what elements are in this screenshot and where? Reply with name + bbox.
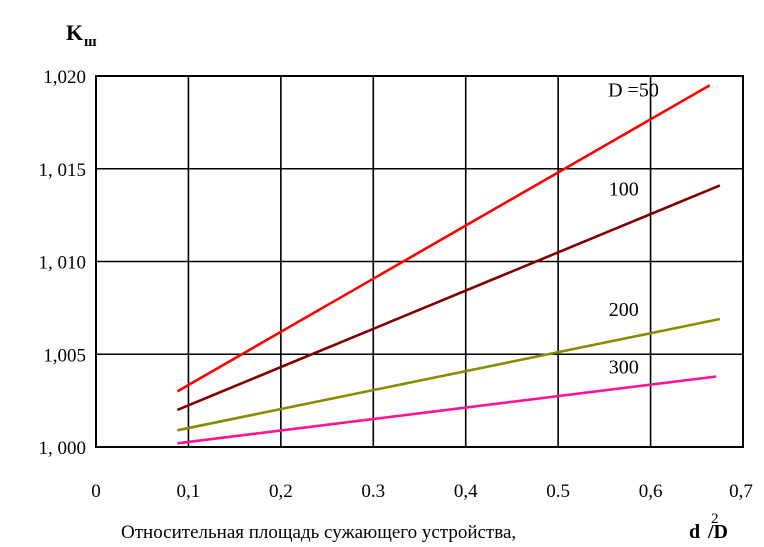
y-axis-label-sub: ш bbox=[84, 34, 97, 50]
y-tick-label: 1,005 bbox=[43, 345, 86, 366]
y-tick-label: 1, 010 bbox=[39, 253, 87, 274]
series-label: D =50 bbox=[608, 79, 659, 101]
x-tick-label: 0 bbox=[91, 481, 101, 502]
y-axis-label-main: K bbox=[66, 20, 83, 45]
plot-frame bbox=[95, 75, 744, 448]
series-line bbox=[176, 84, 711, 393]
x-axis-label-text: Относительная площадь сужающего устройст… bbox=[121, 522, 516, 543]
series-label: 100 bbox=[609, 178, 639, 200]
x-tick-label: 0,1 bbox=[177, 481, 201, 502]
x-tick-labels: 0 0,1 0,2 0.3 0,4 0.5 0,6 0,7 bbox=[91, 481, 753, 502]
x-tick-label: 0,2 bbox=[269, 481, 293, 502]
x-tick-label: 0,7 bbox=[729, 481, 753, 502]
y-axis-title: K ш bbox=[66, 20, 97, 50]
grid bbox=[96, 76, 743, 447]
x-axis-label-var: d bbox=[689, 521, 700, 543]
series-labels: D =50 100 200 300 bbox=[608, 79, 659, 378]
series-line bbox=[176, 184, 721, 412]
series-label: 300 bbox=[609, 357, 639, 379]
y-tick-label: 1, 000 bbox=[39, 438, 87, 459]
y-tick-labels: 1, 000 1,005 1, 010 1, 015 1,020 bbox=[39, 67, 87, 459]
series-lines bbox=[176, 84, 721, 445]
x-axis-label-sup: 2 bbox=[711, 511, 719, 527]
series-line bbox=[177, 375, 717, 445]
series-line bbox=[177, 317, 721, 432]
x-tick-label: 0.3 bbox=[361, 481, 385, 502]
series-label: 200 bbox=[609, 299, 639, 321]
x-tick-label: 0,4 bbox=[454, 481, 478, 502]
x-axis-title: Относительная площадь сужающего устройст… bbox=[121, 511, 728, 543]
x-tick-label: 0.5 bbox=[546, 481, 570, 502]
y-tick-label: 1, 015 bbox=[39, 160, 87, 181]
x-axis-label-den: /D bbox=[707, 521, 728, 543]
x-tick-label: 0,6 bbox=[639, 481, 663, 502]
y-tick-label: 1,020 bbox=[43, 67, 86, 88]
